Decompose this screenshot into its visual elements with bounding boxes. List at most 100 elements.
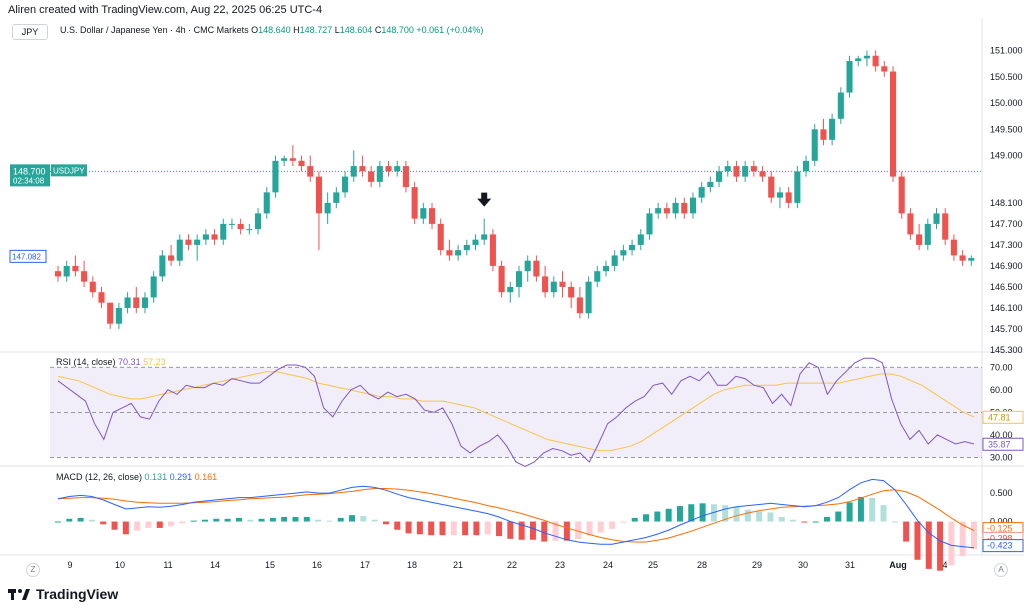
macd-hist-value: 0.131	[144, 472, 168, 482]
macd-histogram-bar	[914, 521, 921, 560]
macd-histogram-bar	[405, 521, 412, 534]
time-tick-label: 15	[265, 560, 275, 570]
rsi-tick-label: 40.00	[990, 430, 1013, 440]
candle-body	[724, 166, 731, 172]
macd-histogram-bar	[903, 521, 910, 542]
macd-tag-c-label: -0.423	[987, 541, 1013, 551]
symbol-tag	[51, 164, 87, 177]
time-tick-label: 11	[163, 560, 172, 570]
price-tick-label: 146.100	[990, 303, 1023, 313]
candle-body	[655, 208, 662, 214]
macd-histogram-bar	[235, 517, 242, 522]
price-tick-label: 147.700	[990, 219, 1023, 229]
macd-histogram-bar	[790, 519, 797, 522]
candle-body	[89, 281, 96, 293]
macd-histogram-bar	[349, 515, 356, 522]
candle-body	[411, 187, 418, 219]
rsi-tick-label: 60.00	[990, 385, 1013, 395]
macd-tag-c	[982, 539, 1024, 553]
legend-open-label: O	[251, 25, 259, 35]
macd-histogram-bar	[371, 519, 378, 522]
macd-histogram-bar	[925, 521, 932, 569]
macd-histogram-bar	[620, 521, 627, 523]
macd-histogram-bar	[337, 517, 344, 522]
candle-body	[646, 213, 653, 235]
tradingview-logo-icon	[8, 589, 30, 600]
macd-histogram-bar	[326, 520, 333, 522]
symbol-box[interactable]: JPY	[12, 24, 48, 40]
macd-tick-label: 0.500	[990, 488, 1013, 498]
candle-body	[394, 166, 401, 172]
corner-z[interactable]: Z	[26, 563, 40, 577]
price-tick-label: 148.100	[990, 198, 1023, 208]
corner-a[interactable]: A	[994, 563, 1008, 577]
macd-histogram-bar	[428, 521, 435, 536]
price-tick-label: 149.500	[990, 124, 1023, 134]
candle-body	[776, 192, 783, 198]
rsi-tick-label: 30.00	[990, 452, 1013, 462]
candle-body	[194, 239, 201, 245]
candle-body	[620, 250, 627, 256]
macd-histogram-bar	[518, 521, 525, 540]
candle-body	[629, 244, 636, 251]
symbol-tag-label: USDJPY	[53, 166, 85, 175]
candle-body	[307, 166, 314, 177]
candle-body	[568, 286, 575, 298]
macd-histogram-bar	[77, 517, 84, 522]
legend-high: 148.727	[299, 25, 333, 35]
candle-body	[716, 171, 723, 182]
candle-body	[820, 129, 827, 140]
price-tick-label: 151.000	[990, 46, 1023, 56]
candle-body	[168, 255, 175, 261]
macd-histogram-bar	[462, 521, 469, 536]
candle-body	[576, 297, 583, 314]
macd-histogram-bar	[439, 521, 446, 536]
candle-body	[81, 271, 88, 282]
time-tick-label: 25	[648, 560, 658, 570]
macd-histogram-bar	[416, 521, 423, 535]
macd-histogram-bar	[835, 511, 842, 522]
time-tick-label: 29	[752, 560, 762, 570]
macd-histogram-bar	[190, 520, 197, 522]
time-tick-label: Aug	[889, 560, 907, 570]
rsi-ma-tag	[982, 410, 1024, 424]
candle-body	[602, 265, 610, 272]
macd-histogram-bar	[247, 519, 254, 522]
price-tick-label: 146.900	[990, 261, 1023, 271]
price-tick-label: 145.700	[990, 324, 1023, 334]
macd-histogram-bar	[744, 509, 751, 522]
macd-histogram-bar	[88, 519, 95, 522]
macd-histogram-bar	[971, 521, 977, 549]
time-tick-label: 28	[697, 560, 707, 570]
candle-body	[794, 171, 801, 203]
candle-body	[785, 192, 792, 203]
macd-histogram-bar	[100, 521, 107, 525]
candle-body	[402, 166, 409, 188]
price-tick-label: 147.300	[990, 240, 1023, 250]
macd-histogram-bar	[122, 521, 129, 535]
macd-histogram-bar	[891, 521, 898, 523]
candle-body	[889, 71, 897, 177]
macd-histogram-bar	[597, 521, 604, 533]
macd-histogram-bar	[654, 511, 661, 522]
candle-body	[446, 250, 453, 256]
candle-body	[733, 166, 740, 177]
candle-body	[507, 286, 514, 293]
candle-body	[202, 234, 209, 240]
footer-brand: TradingView	[8, 586, 118, 602]
candle-body	[98, 292, 105, 303]
macd-histogram-bar	[643, 514, 650, 522]
macd-histogram-bar	[484, 521, 491, 535]
macd-histogram-bar	[450, 521, 457, 536]
macd-histogram-bar	[529, 521, 536, 540]
candle-body	[228, 223, 236, 225]
rsi-ma-tag-label: 47.81	[988, 412, 1011, 422]
candle-body	[924, 223, 931, 245]
candle-body	[498, 265, 505, 293]
macd-histogram-bar	[156, 521, 163, 528]
macd-histogram-bar	[676, 506, 683, 522]
macd-tag-a-label: -0.125	[987, 524, 1013, 534]
candle-body	[559, 281, 566, 287]
macd-histogram-bar	[586, 521, 593, 536]
